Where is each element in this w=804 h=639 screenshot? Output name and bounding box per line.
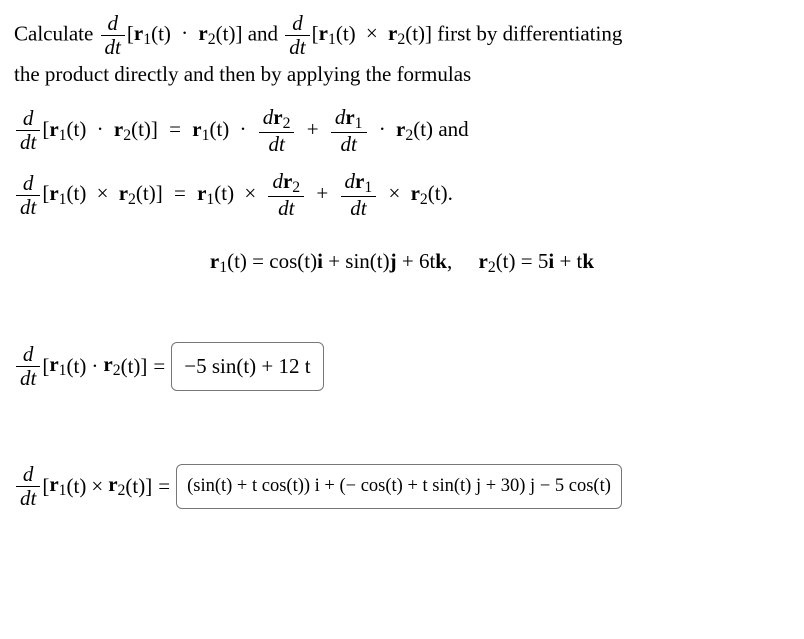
ddt-2: d dt xyxy=(285,12,309,59)
intro-tail: first by differentiating xyxy=(437,21,622,45)
word-calculate: Calculate xyxy=(14,21,93,45)
answer-cross-row: d dt [r1(t) × r2(t)] = (sin(t) + t cos(t… xyxy=(14,463,790,510)
answer-dot-box[interactable]: −5 sin(t) + 12 t xyxy=(171,342,323,390)
answer-cross-box[interactable]: (sin(t) + t cos(t)) i + (− cos(t) + t si… xyxy=(176,464,622,509)
ddt-1: d dt xyxy=(101,12,125,59)
answer-dot-row: d dt [r1(t) · r2(t)] = −5 sin(t) + 12 t xyxy=(14,342,790,390)
intro-line-1: Calculate d dt [r1(t) · r2(t)] and d dt … xyxy=(14,12,790,59)
given-functions: r1(t) = cos(t)i + sin(t)j + 6tk, r2(t) =… xyxy=(14,246,790,280)
word-and: and xyxy=(248,21,278,45)
r2: r2 xyxy=(198,21,215,45)
r1: r1 xyxy=(134,21,151,45)
intro-line-2: the product directly and then by applyin… xyxy=(14,59,790,89)
formula-cross: d dt [r1(t) × r2(t)] = r1(t) × dr2 dt + … xyxy=(14,170,790,220)
formula-dot: d dt [r1(t) · r2(t)] = r1(t) · dr2 dt + … xyxy=(14,106,790,156)
